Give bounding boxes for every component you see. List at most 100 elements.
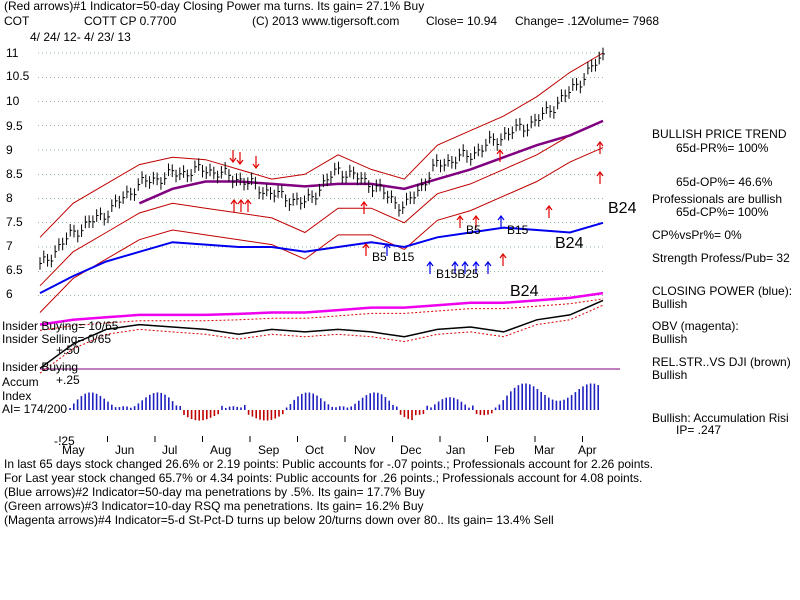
copyright: (C) 2013 www.tigersoft.com: [252, 14, 400, 28]
blue-buy-arrow-head: [484, 261, 492, 267]
relative-strength-ma-line: [39, 304, 604, 374]
month-label: Jul: [162, 443, 178, 457]
price-tick: 8.5: [6, 167, 23, 181]
gridlines: [38, 52, 620, 370]
date-range: 4/ 24/ 12- 4/ 23/ 13: [30, 30, 131, 44]
b24-cp-label: B24: [555, 235, 584, 252]
insider-buying-ratio: Insider Buying= 10/65: [2, 319, 119, 333]
buy-arrow-head: [362, 243, 370, 249]
blue-buy-arrow-head: [497, 215, 505, 221]
obv-value: Bullish: [652, 332, 688, 346]
accum-label: Accum: [2, 375, 39, 389]
accum-tick: +.25: [56, 373, 80, 387]
b5-label: B5: [466, 223, 481, 237]
month-label: Oct: [305, 443, 324, 457]
sell-arrow-head: [252, 163, 260, 169]
indicator-1-description: (Red arrows)#1 Indicator=50-day Closing …: [4, 0, 425, 13]
price-bands: [39, 52, 604, 331]
blue-buy-arrow-head: [383, 243, 391, 249]
month-label: May: [62, 443, 85, 457]
buy-arrow-head: [545, 205, 553, 211]
price-tick: 10: [6, 94, 20, 108]
month-label: Nov: [354, 443, 376, 457]
obv-title: OBV (magenta):: [652, 319, 739, 333]
relstr-title: REL.STR..VS DJI (brown): [652, 355, 791, 369]
footer-65-day: In last 65 days stock changed 26.6% or 2…: [4, 457, 654, 471]
blue-buy-arrow-head: [472, 261, 480, 267]
footer-last-year: For Last year stock changed 65.7% or 4.3…: [4, 471, 643, 485]
buy-arrow-head: [499, 253, 507, 259]
strength-ratio: Strength Profess/Pub= 32: [652, 251, 790, 265]
jan-signal-cluster: B15B25: [436, 267, 479, 281]
lower-band-outer-line: [39, 147, 604, 313]
indicator-panel: [39, 299, 604, 421]
b5-label: B5: [372, 250, 387, 264]
accum-tick: -.25: [54, 434, 75, 448]
month-label: Jun: [115, 443, 135, 457]
index-label: Index: [2, 389, 32, 403]
insider-selling-ratio: Insider Selling= 0/65: [2, 332, 112, 346]
month-label: Dec: [400, 443, 422, 457]
ip-value: IP= .247: [676, 423, 722, 437]
blue-buy-arrow-head: [461, 261, 469, 267]
price-change: Change= .12: [515, 14, 585, 28]
closing-power-title: CLOSING POWER (blue):: [652, 284, 793, 298]
upper-band-line: [39, 52, 604, 238]
buy-arrow-head: [244, 199, 252, 205]
lower-band-line: [39, 120, 604, 287]
indicator-3-description: (Green arrows)#3 Indicator=10-day RSQ ma…: [4, 499, 424, 513]
op-value: 65d-OP%= 46.6%: [676, 175, 773, 189]
price-tick: 6.5: [6, 263, 23, 277]
blue-buy-arrow-head: [451, 261, 459, 267]
b15-label: B15: [393, 250, 415, 264]
pr-value: 65d-PR%= 100%: [676, 141, 769, 155]
month-label: Mar: [534, 443, 555, 457]
indicator-2-description: (Blue arrows)#2 Indicator=50-day ma pene…: [4, 485, 425, 499]
price-tick: 7.5: [6, 215, 23, 229]
buy-arrow-head: [237, 199, 245, 205]
insider-buying-label: Insider Buying: [2, 360, 79, 374]
price-bars: [39, 47, 605, 270]
price-tick: 8: [6, 191, 13, 205]
closing-power-line: [39, 221, 604, 294]
obv-line: [39, 291, 604, 326]
closing-power-value: Bullish: [652, 297, 688, 311]
price-tick: 7: [6, 239, 13, 253]
buy-arrow-head: [596, 141, 604, 147]
price-tick: 6: [6, 287, 13, 301]
sell-arrow-head: [229, 157, 237, 163]
close-price: Close= 10.94: [426, 14, 498, 28]
b24-price-label: B24: [608, 200, 637, 217]
professionals-bullish: Professionals are bullish: [652, 192, 783, 206]
buy-arrow-head: [496, 149, 504, 155]
price-tick: 11: [6, 46, 19, 60]
ticker-symbol: COT: [4, 14, 30, 28]
month-ticks: [59, 436, 583, 442]
trend-title: BULLISH PRICE TREND: [652, 127, 787, 141]
month-label: Jan: [446, 443, 466, 457]
cp-value: 65d-CP%= 100%: [676, 205, 769, 219]
b15-label: B15: [507, 223, 529, 237]
buy-arrow-head: [596, 171, 604, 177]
accumulation-title: Bullish: Accumulation Risi: [652, 411, 789, 425]
cp-vs-pr: CP%vsPr%= 0%: [652, 228, 742, 242]
price-tick: 9: [6, 143, 13, 157]
accum-tick: +.50: [56, 343, 80, 357]
company-name: COTT CP 0.7700: [84, 14, 177, 28]
month-label: Sep: [258, 443, 280, 457]
price-tick: 9.5: [6, 119, 23, 133]
buy-arrow-head: [456, 215, 464, 221]
month-label: Aug: [210, 443, 232, 457]
price-tick: 10.5: [6, 69, 30, 83]
buy-arrow-head: [472, 215, 480, 221]
blue-buy-arrow-head: [426, 261, 434, 267]
ma50-line: [138, 119, 604, 205]
buy-arrow-head: [230, 199, 238, 205]
relstr-value: Bullish: [652, 368, 688, 382]
signal-arrows: [229, 141, 604, 274]
volume: Volume= 7968: [582, 14, 660, 28]
buy-arrow-head: [360, 201, 368, 207]
month-label: Feb: [494, 443, 515, 457]
